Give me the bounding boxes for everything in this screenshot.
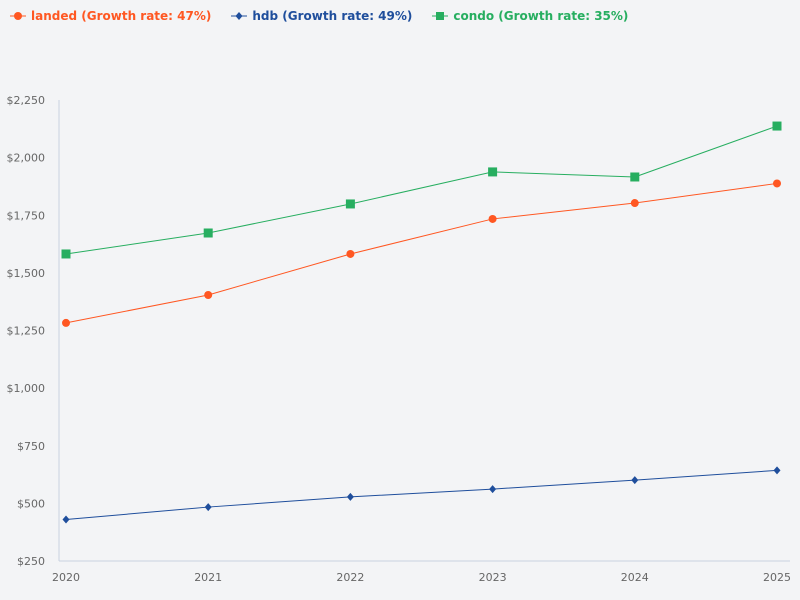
legend: landed (Growth rate: 47%) hdb (Growth rat…	[10, 9, 628, 23]
y-tick-label: $250	[17, 555, 45, 568]
data-point-condo	[630, 172, 640, 182]
data-point-hdb	[346, 492, 354, 501]
x-tick-label: 2024	[621, 571, 649, 584]
data-point-condo	[345, 199, 355, 209]
x-tick-label: 2023	[479, 571, 507, 584]
x-tick-label: 2025	[763, 571, 791, 584]
data-point-landed	[630, 199, 639, 208]
data-point-condo	[203, 228, 213, 238]
data-point-condo	[61, 249, 71, 259]
data-point-condo	[488, 167, 498, 177]
data-point-landed	[773, 179, 781, 188]
legend-item-condo[interactable]: condo (Growth rate: 35%)	[432, 9, 628, 23]
data-point-landed	[488, 214, 497, 223]
y-tick-label: $1,000	[7, 382, 46, 395]
y-tick-label: $1,500	[7, 267, 46, 280]
circle-marker-icon	[10, 12, 26, 20]
data-point-landed	[346, 249, 355, 258]
y-tick-label: $1,250	[7, 325, 46, 338]
legend-item-hdb[interactable]: hdb (Growth rate: 49%)	[231, 9, 412, 23]
y-tick-label: $750	[17, 440, 45, 453]
y-tick-label: $2,000	[7, 152, 46, 165]
series-line-condo	[65, 125, 778, 255]
legend-label: hdb (Growth rate: 49%)	[252, 9, 413, 23]
data-point-hdb	[489, 485, 497, 494]
data-point-condo	[772, 121, 782, 131]
x-tick-label: 2020	[52, 571, 80, 584]
x-tick-label: 2022	[336, 571, 364, 584]
legend-label: landed (Growth rate: 47%)	[31, 9, 212, 23]
series-line-hdb	[65, 469, 778, 521]
legend-label: condo (Growth rate: 35%)	[453, 9, 629, 23]
y-tick-label: $1,750	[7, 209, 46, 222]
data-point-landed	[62, 318, 70, 327]
y-tick-label: $500	[17, 497, 45, 510]
x-tick-label: 2021	[194, 571, 222, 584]
data-point-hdb	[62, 515, 70, 524]
data-point-landed	[204, 291, 213, 300]
data-point-hdb	[204, 503, 212, 512]
diamond-marker-icon	[231, 12, 248, 20]
data-point-hdb	[631, 476, 639, 485]
y-tick-label: $2,250	[7, 94, 46, 107]
legend-item-landed[interactable]: landed (Growth rate: 47%)	[10, 9, 211, 23]
series-line-landed	[65, 182, 778, 324]
data-point-hdb	[773, 466, 781, 475]
square-marker-icon	[432, 12, 449, 20]
